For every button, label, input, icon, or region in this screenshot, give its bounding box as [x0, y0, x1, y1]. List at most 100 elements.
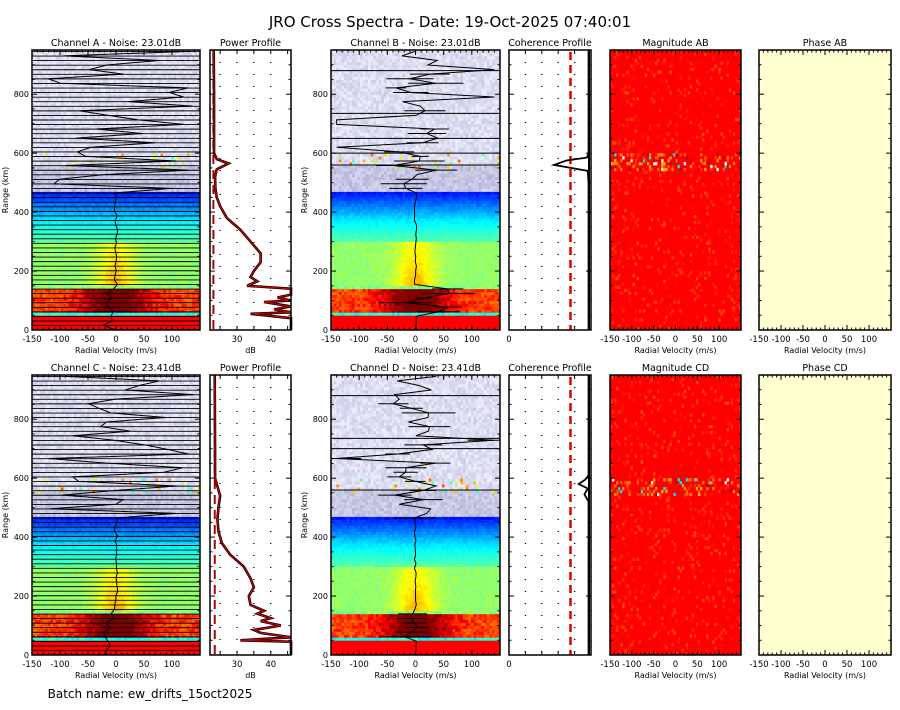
- spectra-cell: [32, 315, 36, 319]
- spectra-cell: [81, 297, 85, 301]
- spectra-cell: [163, 297, 167, 301]
- spectra-cell: [116, 176, 120, 181]
- spectra-cell: [66, 215, 70, 219]
- spectra-cell: [95, 265, 99, 269]
- spectra-cell: [34, 268, 38, 272]
- spectra-cell: [192, 318, 196, 322]
- spectra-cell: [134, 321, 138, 325]
- spectra-cell: [63, 212, 67, 216]
- spectra-cell: [97, 215, 101, 219]
- spectra-cell: [45, 179, 49, 184]
- spectra-cell: [168, 197, 172, 201]
- spectra-cell: [197, 206, 201, 210]
- spectra-cell: [134, 226, 138, 231]
- spectra-cell: [168, 170, 172, 175]
- spectra-cell: [173, 212, 177, 216]
- spectra-cell: [121, 188, 125, 192]
- spectra-cell: [142, 297, 146, 301]
- spectra-cell: [50, 203, 54, 207]
- spectra-cell: [100, 279, 104, 284]
- spectra-cell: [76, 185, 80, 189]
- spectra-cell: [74, 247, 78, 251]
- spectra-cell: [92, 194, 96, 198]
- spectra-cell: [186, 206, 190, 210]
- spectra-cell: [89, 262, 93, 266]
- spectra-cell: [37, 244, 41, 248]
- spectra-cell: [152, 244, 156, 248]
- spectra-cell: [126, 315, 130, 319]
- spectra-cell: [131, 229, 135, 234]
- spectra-cell: [173, 206, 177, 210]
- spectra-cell: [137, 153, 141, 157]
- spectra-cell: [79, 223, 83, 228]
- spectra-cell: [165, 203, 169, 207]
- spectra-cell: [152, 111, 156, 116]
- spectra-cell: [131, 164, 135, 169]
- spectra-cell: [155, 253, 159, 257]
- spectra-cell: [131, 206, 135, 210]
- spectra-cell: [63, 259, 67, 263]
- spectra-cell: [113, 220, 117, 225]
- spectra-cell: [81, 212, 85, 216]
- spectra-cell: [116, 276, 120, 281]
- spectra-cell: [87, 223, 91, 228]
- spectra-cell: [108, 212, 112, 216]
- spectra-cell: [176, 309, 180, 313]
- spectra-cell: [184, 306, 188, 310]
- spectra-cell: [189, 223, 193, 228]
- spectra-cell: [42, 288, 46, 293]
- spectra-cell: [74, 188, 78, 192]
- spectra-cell: [95, 327, 99, 331]
- spectra-cell: [147, 176, 151, 181]
- spectra-cell: [87, 276, 91, 281]
- spectra-cell: [87, 321, 91, 325]
- spectra-cell: [74, 179, 78, 184]
- spectra-cell: [66, 167, 70, 172]
- spectra-cell: [92, 156, 96, 160]
- spectra-cell: [126, 303, 130, 307]
- spectra-cell: [76, 247, 80, 251]
- spectra-cell: [53, 167, 57, 172]
- spectra-cell: [152, 306, 156, 310]
- spectra-cell: [92, 247, 96, 251]
- spectra-cell: [150, 176, 154, 181]
- spectra-cell: [102, 176, 106, 181]
- spectra-cell: [197, 226, 201, 231]
- spectra-cell: [155, 129, 159, 133]
- spectra-cell: [87, 297, 91, 301]
- spectra-cell: [47, 288, 51, 293]
- spectra-cell: [34, 262, 38, 266]
- spectra-cell: [105, 294, 109, 298]
- spectra-cell: [32, 203, 36, 207]
- spectra-cell: [37, 206, 41, 210]
- spectra-cell: [32, 297, 36, 301]
- spectra-cell: [100, 297, 104, 301]
- spectra-cell: [71, 153, 75, 157]
- spectra-cell: [168, 164, 172, 169]
- figure-title: JRO Cross Spectra - Date: 19-Oct-2025 07…: [268, 13, 631, 31]
- spectra-cell: [142, 226, 146, 231]
- spectra-cell: [71, 111, 75, 116]
- spectra-cell: [108, 247, 112, 251]
- spectra-cell: [113, 229, 117, 234]
- spectra-cell: [53, 268, 57, 272]
- spectra-cell: [197, 327, 201, 331]
- spectra-cell: [131, 288, 135, 293]
- spectra-cell: [126, 220, 130, 225]
- spectra-cell: [79, 170, 83, 175]
- spectra-cell: [58, 235, 62, 240]
- spectra-cell: [147, 179, 151, 184]
- spectra-cell: [142, 167, 146, 172]
- spectra-cell: [97, 306, 101, 310]
- spectra-cell: [163, 238, 167, 242]
- spectra-cell: [34, 209, 38, 213]
- spectra-cell: [160, 153, 164, 157]
- spectra-cell: [34, 188, 38, 192]
- spectra-cell: [100, 285, 104, 290]
- spectra-cell: [179, 235, 183, 240]
- spectra-cell: [68, 327, 72, 331]
- spectra-cell: [55, 247, 59, 251]
- spectra-cell: [89, 188, 93, 192]
- spectra-cell: [144, 229, 148, 234]
